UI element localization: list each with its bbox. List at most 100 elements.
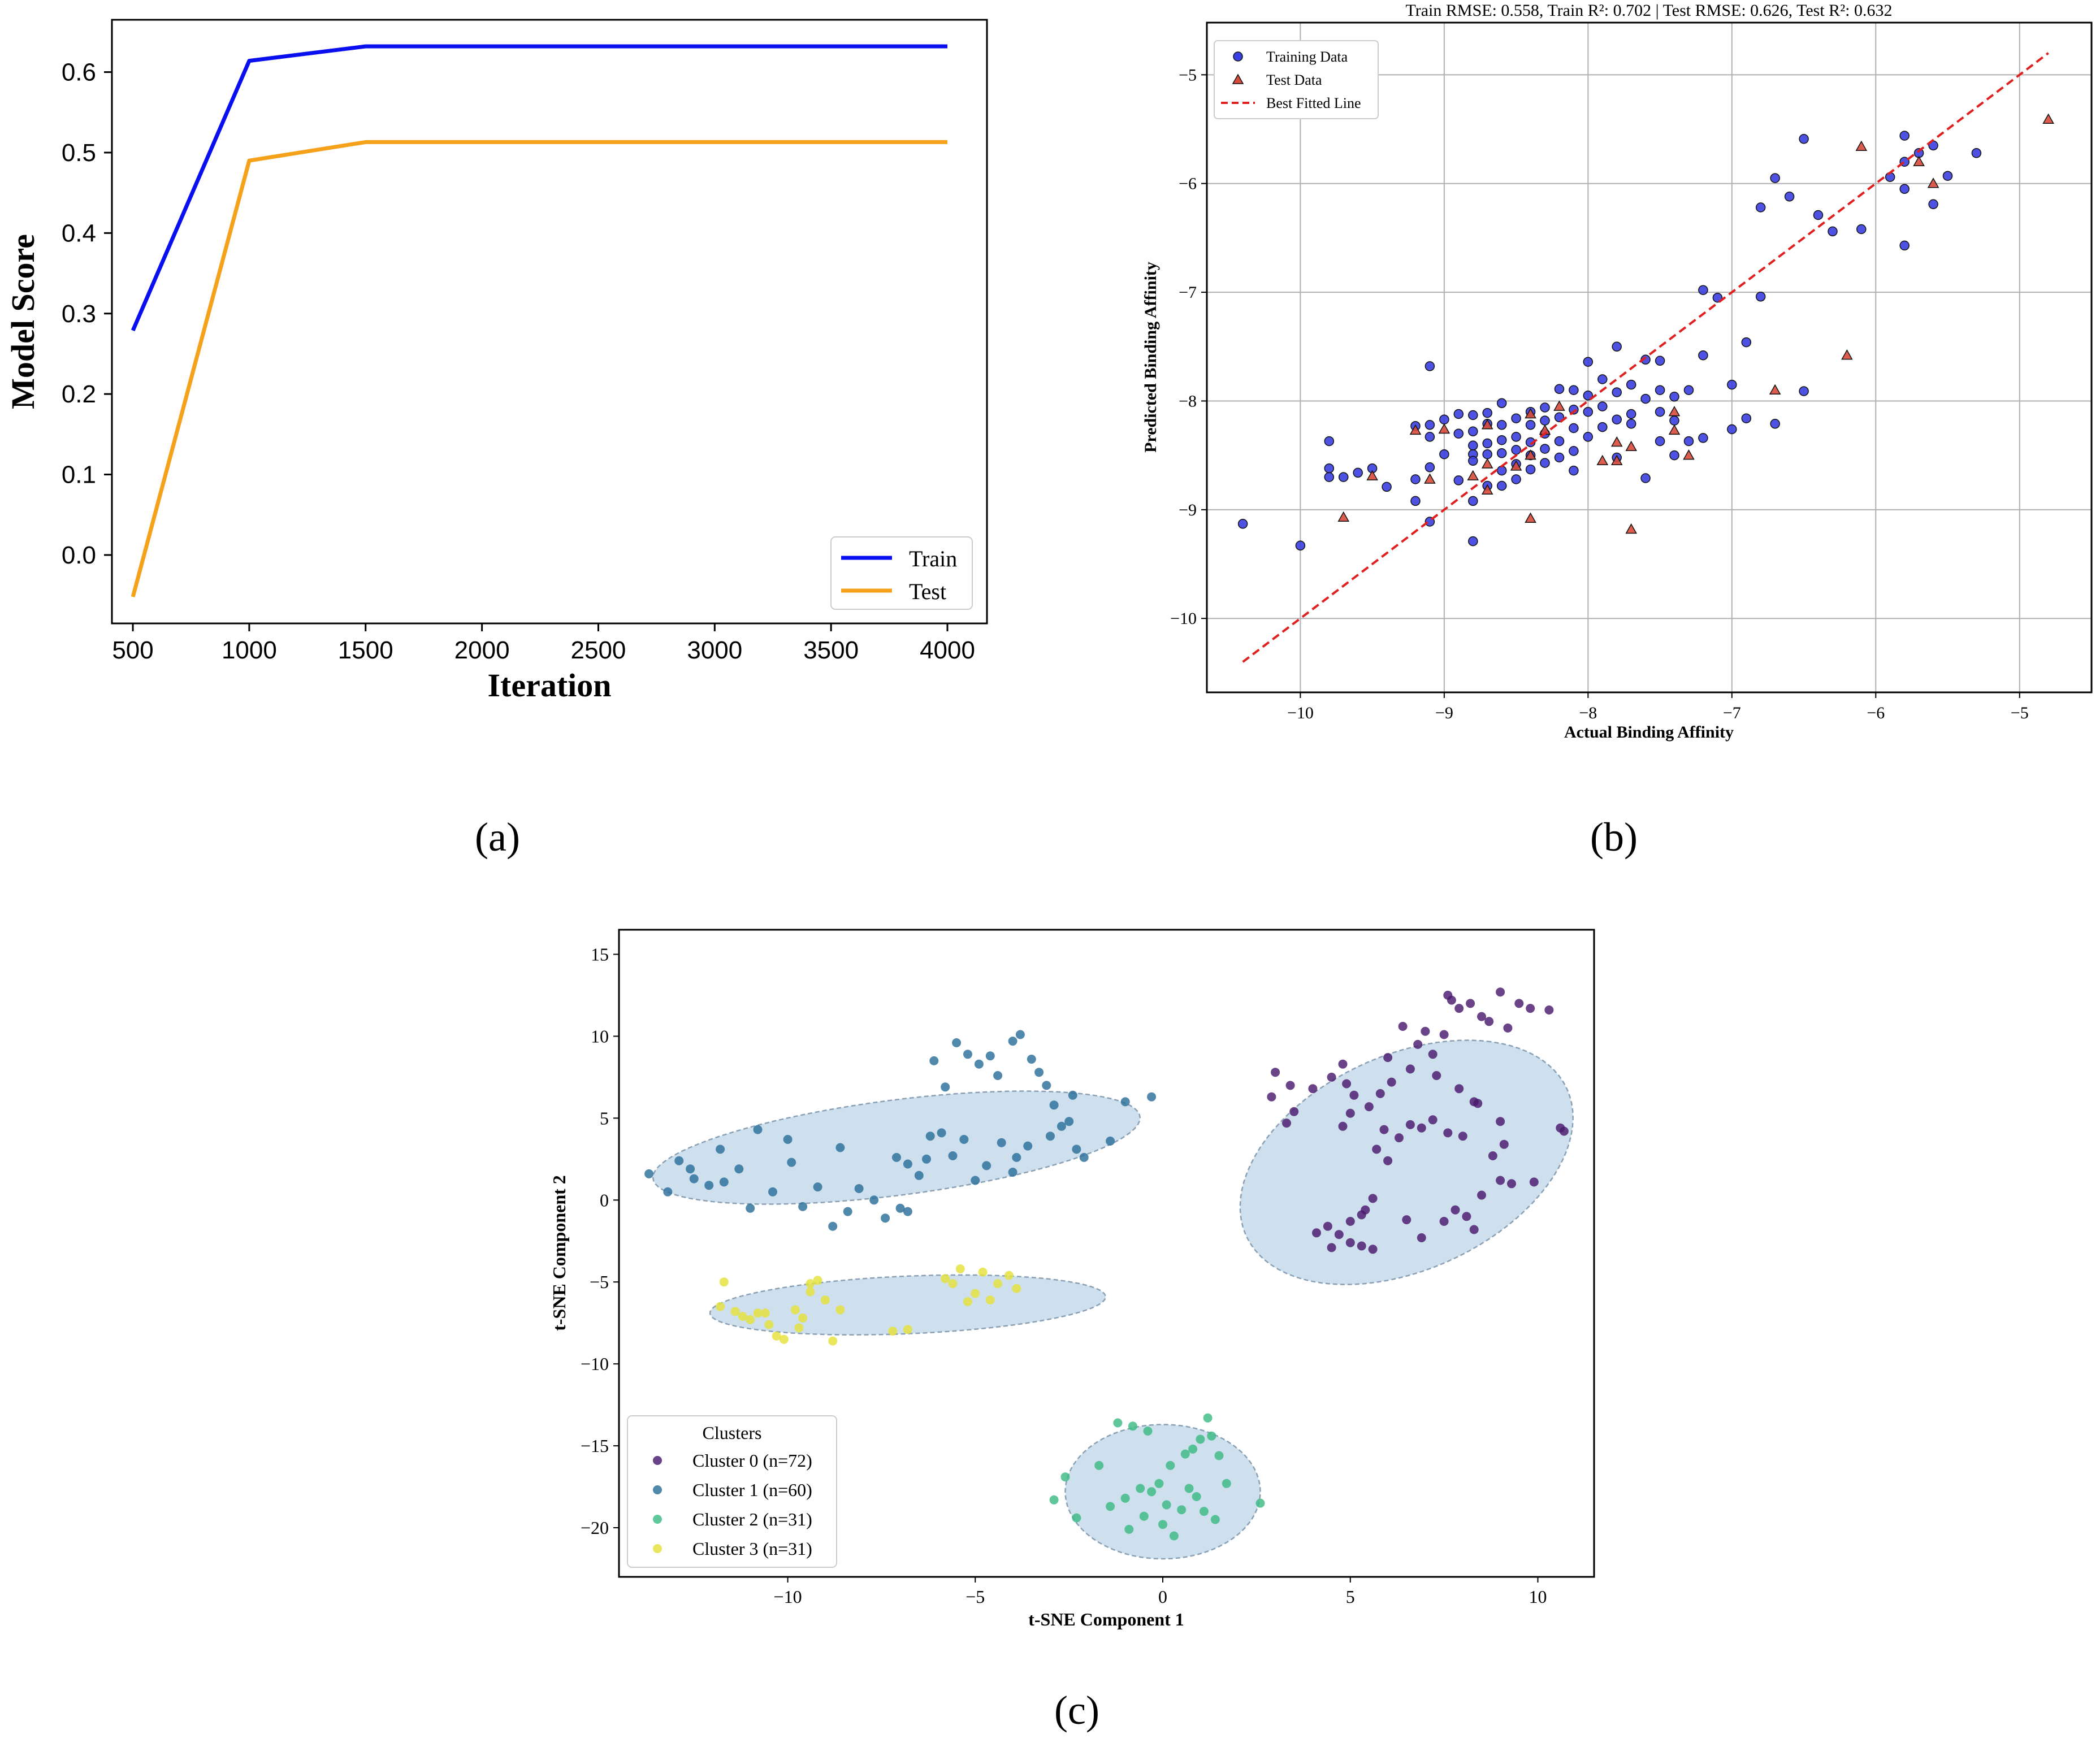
cluster-2-point [1162,1500,1171,1510]
legend-train-label: Train [909,546,957,571]
cluster-2-point [1147,1487,1157,1497]
cluster-3-point [948,1279,958,1289]
training-data-point [1453,409,1464,419]
cluster-3-point [963,1297,972,1306]
cluster-2-point [1139,1511,1149,1521]
cluster-2-point [1094,1460,1104,1470]
panel-b-axes-frame [1206,21,2093,693]
cluster-0-point [1477,1012,1486,1021]
cluster-0-point [1327,1072,1336,1082]
test-data-point [1510,460,1522,471]
cluster-1-point [1106,1136,1115,1146]
cluster-2-point [1184,1484,1194,1493]
cluster-0-point [1496,1117,1505,1126]
cluster-3-point [888,1326,898,1336]
cluster-2-point [1200,1507,1209,1516]
cluster-0-point [1529,1177,1539,1187]
panel-a-marks [131,44,947,597]
test-data-point [1625,440,1637,451]
cluster-1-point [922,1154,931,1164]
cluster-3-point [764,1320,774,1329]
panel-c-legend-title: Clusters [703,1423,762,1443]
cluster-2-point [1203,1413,1213,1423]
training-data-point [1496,448,1507,458]
training-data-point [1612,414,1622,424]
panel-c-legend-box [627,1415,837,1568]
training-data-point [1468,440,1478,451]
training-data-point [1698,433,1708,443]
cluster-1-point [903,1159,912,1169]
cluster-0-point [1454,1084,1464,1094]
cluster-0-point [1398,1022,1408,1031]
training-data-point [1626,419,1636,429]
cluster-1-point [929,1056,939,1065]
cluster-0-point [1496,987,1505,997]
cluster-0-point [1503,1023,1513,1033]
training-data-point [1554,384,1565,395]
cluster-0-point [1368,1245,1378,1254]
cluster-2-point [1060,1472,1070,1482]
panel-a-y-axis-label: Model Score [5,234,41,409]
cluster-0-point [1439,1030,1449,1039]
panel-a-line-chart: 500 1000 1500 2000 2500 3000 3500 4000 0.0 0.1 0.2… [5,19,988,860]
cluster-3-point [955,1264,965,1273]
training-data-point [1799,134,1809,144]
cluster-1-point [768,1187,777,1197]
test-data-point [1610,436,1623,447]
legend-cluster-3-swatch [653,1544,662,1553]
test-data-point [1610,454,1623,466]
training-data-point [1482,438,1492,449]
x-tick-label: −7 [1723,704,1741,722]
legend-cluster-0-label: Cluster 0 (n=72) [692,1450,812,1471]
cluster-1-point [1027,1055,1036,1064]
training-data-point [1569,405,1579,415]
cluster-1-point [1046,1132,1055,1141]
cluster-1-point [854,1184,864,1193]
training-data-point [1453,428,1464,439]
panel-b-title: Train RMSE: 0.558, Train R²: 0.702 | Tes… [1405,1,1892,20]
cluster-2-point [1128,1421,1137,1431]
cluster-1-point [925,1132,935,1141]
cluster-1-point [1068,1090,1077,1100]
training-data-point [1770,419,1780,429]
cluster-0-point [1496,1176,1505,1185]
cluster-3-point [753,1308,763,1318]
cluster-2-point [1136,1484,1145,1493]
cluster-1-point [1034,1068,1044,1077]
training-data-point [1799,386,1809,396]
cluster-0-point [1308,1084,1318,1094]
cluster-1-point [1008,1037,1017,1046]
training-data-point [1353,467,1363,478]
test-data-point [1525,512,1536,523]
legend-cluster-2-label: Cluster 2 (n=31) [692,1509,812,1529]
training-data-point [1583,406,1594,417]
cluster-3-point [1012,1284,1021,1293]
training-data-point [1511,445,1521,455]
cluster-1-point [881,1213,890,1223]
training-data-point [1712,292,1723,303]
cluster-3-point [738,1312,747,1321]
cluster-0-point [1484,1017,1494,1026]
cluster-0-point [1413,1039,1423,1049]
legend-test-data-label: Test Data [1266,72,1322,88]
y-tick-label: 0.1 [62,461,96,489]
cluster-1-point [1049,1100,1059,1110]
test-data-point [1467,470,1479,480]
panel-a-x-axis-label: Iteration [487,667,611,704]
cluster-1-point [903,1207,912,1216]
cluster-2-point [1188,1444,1198,1454]
x-tick-label: 2500 [571,636,626,664]
cluster-2-point [1120,1493,1130,1503]
cluster-1-point [746,1203,755,1213]
training-data-point [1899,131,1910,141]
training-data-point [1554,412,1565,423]
cluster-0-point [1338,1121,1348,1131]
training-data-point [1540,415,1550,426]
y-tick-label: −20 [581,1518,609,1538]
cluster-2-point [1124,1524,1134,1534]
cluster-0-point [1368,1194,1378,1203]
panel-c-legend: Clusters Cluster 0 (n=72) Cluster 1 (n=60… [627,1415,837,1568]
panel-b-y-axis-label: Predicted Binding Affinity [1141,262,1160,453]
cluster-0-point [1342,1079,1352,1089]
